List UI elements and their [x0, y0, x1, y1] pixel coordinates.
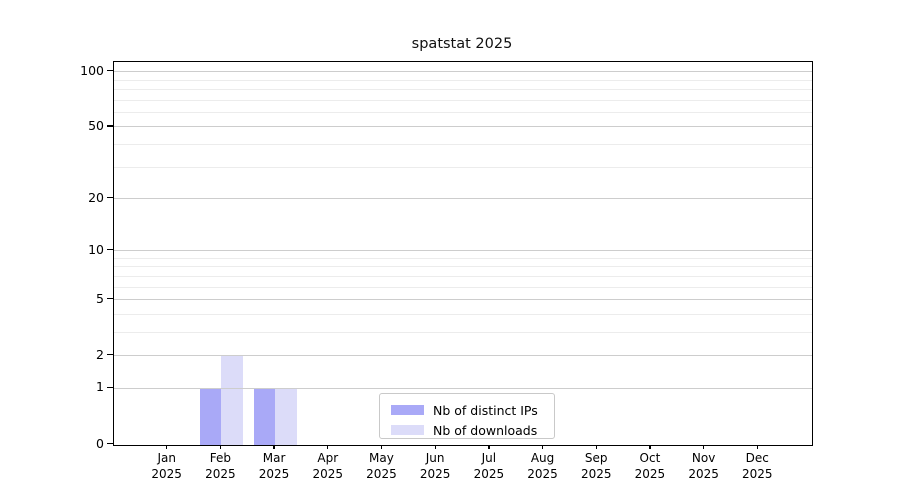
plot-area: Nb of distinct IPs Nb of downloads [113, 61, 813, 446]
y-tick-label: 20 [88, 189, 104, 205]
x-tick-label-jan: Jan 2025 [151, 451, 182, 481]
y-tick-mark [107, 298, 113, 300]
gridline-major [114, 355, 812, 357]
x-tick-mark [595, 444, 597, 449]
x-tick-mark [380, 444, 383, 449]
y-tick-label: 5 [96, 290, 104, 306]
y-tick-label: 0 [96, 435, 104, 451]
gridline-minor [114, 143, 812, 145]
legend-label-distinct-ips: Nb of distinct IPs [433, 402, 538, 418]
gridline-minor [114, 275, 812, 277]
y-tick-label: 1 [96, 379, 104, 395]
legend-swatch-downloads-icon [391, 424, 424, 436]
gridline-minor [114, 313, 812, 315]
x-tick-label-oct: Oct 2025 [634, 451, 666, 481]
y-tick-mark [107, 442, 113, 445]
y-tick-mark [107, 196, 113, 199]
x-tick-mark [541, 444, 544, 449]
y-tick-label: 2 [96, 346, 104, 362]
bars-layer [114, 62, 812, 445]
gridline-minor [114, 166, 812, 168]
x-tick-label-sep: Sep 2025 [580, 451, 612, 481]
y-tick-label: 10 [88, 241, 104, 257]
y-tick-label: 100 [80, 62, 104, 78]
x-tick-label-aug: Aug 2025 [527, 451, 558, 481]
x-tick-label-nov: Nov 2025 [688, 451, 719, 481]
bar-downloads [275, 388, 297, 445]
y-tick-mark [107, 354, 113, 356]
x-tick-mark [273, 444, 275, 449]
x-tick-label-apr: Apr 2025 [312, 451, 344, 481]
x-tick-mark [327, 444, 329, 449]
gridline-minor [114, 111, 812, 113]
y-tick-mark [107, 249, 113, 251]
x-tick-mark [649, 444, 651, 449]
y-tick-label: 50 [88, 117, 104, 133]
gridline-major [114, 299, 812, 301]
x-tick-label-jul: Jul 2025 [473, 451, 505, 481]
y-tick-mark [107, 70, 113, 72]
legend: Nb of distinct IPs Nb of downloads [379, 393, 555, 439]
x-tick-mark [703, 444, 705, 449]
chart-title: spatstat 2025 [411, 36, 513, 52]
gridline-minor [114, 88, 812, 90]
gridline-major [114, 126, 812, 128]
x-tick-mark [166, 444, 168, 449]
gridline-minor [114, 331, 812, 333]
gridline-minor [114, 286, 812, 288]
y-tick-mark [107, 386, 113, 389]
x-tick-mark [488, 444, 490, 449]
bar-downloads [221, 355, 243, 445]
gridline-minor [114, 99, 812, 101]
gridline-major [114, 250, 812, 252]
legend-label-downloads: Nb of downloads [433, 422, 538, 438]
x-tick-label-dec: Dec 2025 [742, 451, 773, 481]
gridline-minor [114, 79, 812, 81]
x-tick-label-jun: Jun 2025 [419, 451, 451, 481]
gridline-major [114, 387, 812, 389]
legend-item-downloads: Nb of downloads [391, 420, 554, 440]
x-tick-label-may: May 2025 [366, 451, 397, 481]
bar-distinct-ips [253, 388, 276, 445]
gridline-minor [114, 266, 812, 268]
grid-layer [114, 62, 812, 445]
legend-item-distinct-ips: Nb of distinct IPs [391, 400, 554, 420]
gridline-major [114, 71, 812, 73]
bar-distinct-ips [199, 388, 222, 445]
x-tick-label-mar: Mar 2025 [258, 451, 290, 481]
gridline-major [114, 198, 812, 199]
x-tick-mark [434, 444, 436, 449]
x-tick-label-feb: Feb 2025 [205, 451, 236, 481]
y-tick-mark [107, 125, 113, 127]
x-tick-mark [219, 444, 222, 449]
legend-swatch-distinct-ips-icon [391, 404, 424, 416]
gridline-minor [114, 257, 812, 259]
x-tick-mark [756, 444, 758, 449]
